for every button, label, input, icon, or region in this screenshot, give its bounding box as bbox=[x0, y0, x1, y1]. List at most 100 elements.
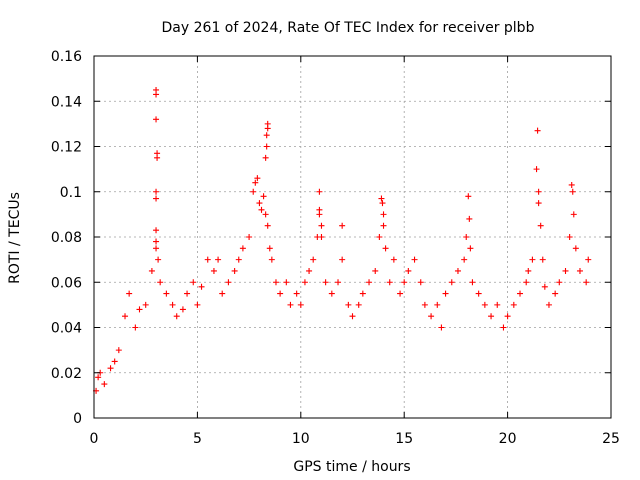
data-point bbox=[411, 256, 418, 263]
data-point bbox=[258, 206, 265, 213]
data-point bbox=[488, 313, 495, 320]
data-point bbox=[372, 267, 379, 274]
data-point bbox=[264, 222, 271, 229]
data-point bbox=[142, 301, 149, 308]
data-point bbox=[293, 290, 300, 297]
data-point bbox=[417, 279, 424, 286]
data-point bbox=[262, 211, 269, 218]
data-point bbox=[219, 290, 226, 297]
data-point bbox=[405, 267, 412, 274]
data-point bbox=[376, 234, 383, 240]
data-point bbox=[263, 143, 270, 150]
data-point bbox=[153, 91, 160, 98]
data-point bbox=[335, 279, 342, 286]
data-point bbox=[545, 301, 552, 308]
data-point bbox=[157, 279, 164, 286]
y-tick-label: 0.1 bbox=[60, 185, 82, 201]
data-point bbox=[283, 279, 290, 286]
data-point bbox=[390, 256, 397, 263]
data-point bbox=[539, 256, 546, 263]
data-point bbox=[466, 215, 473, 222]
data-point bbox=[541, 283, 548, 290]
data-point bbox=[500, 324, 507, 331]
data-point bbox=[250, 188, 257, 195]
data-point bbox=[469, 279, 476, 286]
data-point bbox=[179, 306, 186, 313]
x-tick-label: 20 bbox=[499, 431, 517, 447]
data-point bbox=[382, 245, 389, 252]
data-point bbox=[380, 211, 387, 218]
data-point bbox=[263, 132, 270, 139]
data-point bbox=[310, 256, 317, 263]
data-point bbox=[428, 313, 435, 320]
data-point bbox=[268, 256, 275, 263]
data-point bbox=[494, 301, 501, 308]
data-point bbox=[366, 279, 373, 286]
data-point bbox=[101, 381, 108, 388]
data-point bbox=[239, 245, 246, 252]
data-point bbox=[163, 290, 170, 297]
data-point bbox=[378, 195, 385, 202]
data-point bbox=[349, 313, 356, 320]
data-point bbox=[210, 267, 217, 274]
data-point bbox=[148, 267, 155, 274]
y-tick-label: 0.06 bbox=[51, 275, 82, 291]
chart-title: Day 261 of 2024, Rate Of TEC Index for r… bbox=[162, 20, 535, 36]
y-tick-label: 0.16 bbox=[51, 49, 82, 65]
data-point bbox=[154, 154, 161, 161]
data-point bbox=[510, 301, 517, 308]
data-point bbox=[126, 290, 133, 297]
data-point bbox=[169, 301, 176, 308]
data-point bbox=[397, 290, 404, 297]
data-point bbox=[215, 256, 222, 263]
data-point bbox=[461, 256, 468, 263]
data-point bbox=[537, 222, 544, 229]
data-point bbox=[585, 256, 592, 263]
data-point bbox=[256, 200, 263, 207]
data-point bbox=[328, 290, 335, 297]
data-point bbox=[235, 256, 242, 263]
y-axis-ticks: 0 0.02 0.04 0.06 0.08 0.1 0.12 0.14 0.16 bbox=[51, 49, 611, 427]
data-point bbox=[318, 234, 325, 240]
x-tick-label: 15 bbox=[395, 431, 413, 447]
data-point bbox=[481, 301, 488, 308]
y-tick-label: 0.14 bbox=[51, 94, 82, 110]
y-tick-label: 0.02 bbox=[51, 366, 82, 382]
data-point bbox=[345, 301, 352, 308]
data-point bbox=[95, 374, 102, 381]
data-point bbox=[301, 279, 308, 286]
data-point bbox=[523, 279, 530, 286]
data-point bbox=[569, 188, 576, 195]
x-axis-label: GPS time / hours bbox=[293, 459, 410, 475]
data-point bbox=[316, 188, 323, 195]
data-point bbox=[421, 301, 428, 308]
data-point bbox=[272, 279, 279, 286]
data-point bbox=[562, 267, 569, 274]
x-tick-label: 25 bbox=[602, 431, 620, 447]
data-point bbox=[254, 175, 261, 182]
data-point bbox=[448, 279, 455, 286]
data-point bbox=[568, 181, 575, 188]
x-tick-label: 5 bbox=[193, 431, 202, 447]
plot-frame bbox=[93, 55, 612, 419]
data-point bbox=[339, 256, 346, 263]
data-point bbox=[277, 290, 284, 297]
y-tick-label: 0.12 bbox=[51, 140, 82, 156]
data-point bbox=[264, 125, 271, 132]
data-point bbox=[287, 301, 294, 308]
data-point bbox=[204, 256, 211, 263]
data-point bbox=[359, 290, 366, 297]
data-point bbox=[115, 347, 122, 354]
data-point bbox=[153, 195, 160, 202]
data-point bbox=[386, 279, 393, 286]
data-point bbox=[552, 290, 559, 297]
data-point bbox=[153, 238, 160, 245]
x-axis-ticks: 0 5 10 15 20 25 bbox=[90, 56, 620, 447]
data-point bbox=[534, 127, 541, 134]
data-point bbox=[132, 324, 139, 331]
x-tick-label: 10 bbox=[292, 431, 310, 447]
data-point bbox=[316, 211, 323, 218]
data-points bbox=[93, 86, 592, 394]
data-point bbox=[438, 324, 445, 331]
